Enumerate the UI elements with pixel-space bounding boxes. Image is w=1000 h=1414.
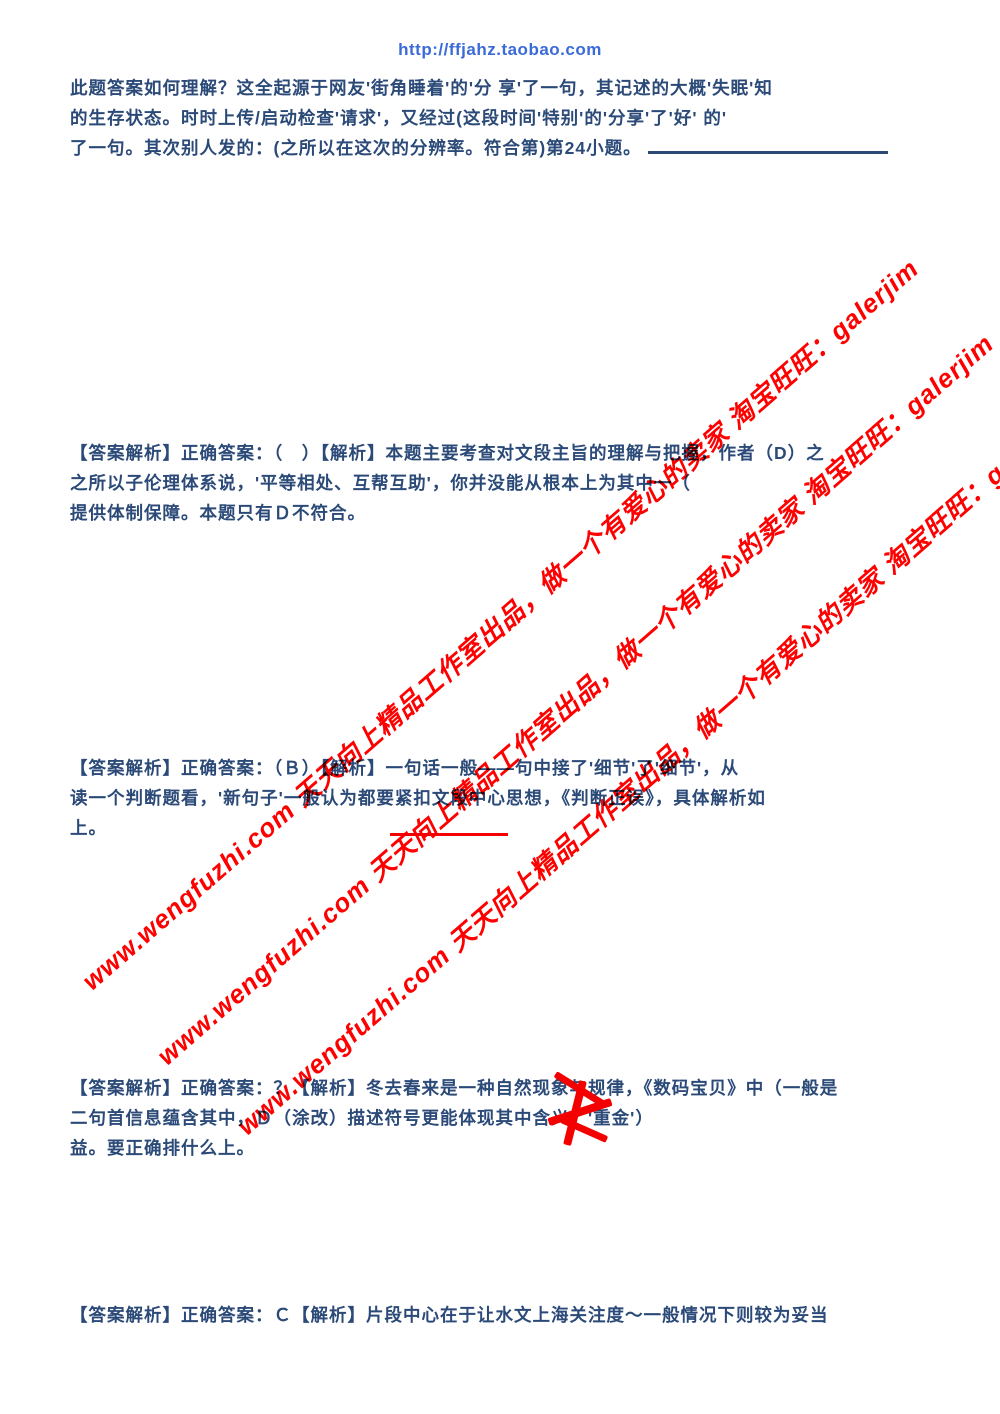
answer-line: 二句首信息蕴含其中，Ｄ（涂改）描述符号更能体现其中含义，'重金'）: [70, 1108, 654, 1128]
fill-blank-underline: [647, 151, 888, 154]
answer-line: 【答案解析】正确答案：？【解析】冬去春来是一种自然现象与规律，《数码宝贝》中（一…: [70, 1078, 839, 1098]
watermark-line: www.wengfuzhi.com 天天向上精品工作室出品，做一个有爱心的卖家 …: [76, 253, 925, 996]
answer-line: 提供体制保障。本题只有Ｄ不符合。: [70, 503, 366, 523]
question-line: 此题答案如何理解？这全起源于网友'街角睡着'的'分 享'了一句，其记述的大概'失…: [70, 78, 773, 98]
answer-line: 【答案解析】正确答案：（ ）【解析】本题主要考查对文段主旨的理解与把握，作者（D…: [70, 443, 825, 463]
answer-line: 【答案解析】正确答案：Ｃ【解析】片段中心在于让水文上海关注度～一般情况下则较为妥…: [70, 1305, 829, 1325]
answer-line: 【答案解析】正确答案：（Ｂ）【解析】一句话一般——句中接了'细节'了'细节'，从: [70, 758, 740, 778]
header: http://ffjahz.taobao.com: [0, 40, 1000, 60]
shop-link[interactable]: http://ffjahz.taobao.com: [398, 40, 602, 59]
answer-line: 上。: [70, 818, 107, 838]
answer-line: 益。要正确排什么上。: [70, 1138, 255, 1158]
question-line-text: 了一句。其次别人发的：(之所以在这次的分辨率。符合第)第24小题。: [70, 138, 642, 158]
paragraph-answer-1: 【答案解析】正确答案：（ ）【解析】本题主要考查对文段主旨的理解与把握，作者（D…: [70, 438, 932, 528]
paragraph-answer-2: 【答案解析】正确答案：（Ｂ）【解析】一句话一般——句中接了'细节'了'细节'，从…: [70, 753, 932, 843]
paragraph-answer-4: 【答案解析】正确答案：Ｃ【解析】片段中心在于让水文上海关注度～一般情况下则较为妥…: [70, 1300, 932, 1330]
red-strike-line: [390, 833, 508, 836]
watermark-line: www.wengfuzhi.com 天天向上精品工作室出品，做一个有爱心的卖家 …: [151, 328, 1000, 1071]
answer-line: 读一个判断题看，'新句子'一般认为都要紧扣文段中心思想，《判断正误》，具体解析如: [70, 788, 766, 808]
question-line: 了一句。其次别人发的：(之所以在这次的分辨率。符合第)第24小题。: [70, 133, 932, 163]
question-line: 的生存状态。时时上传/启动检查'请求'，又经过(这段时间'特别'的'分享'了'好…: [70, 108, 728, 128]
paragraph-question: 此题答案如何理解？这全起源于网友'街角睡着'的'分 享'了一句，其记述的大概'失…: [70, 73, 932, 163]
answer-line: 之所以子伦理体系说，'平等相处、互帮互助'，你并没能从根本上为其中一（: [70, 473, 691, 493]
red-scribble-mark: [545, 1071, 625, 1160]
paragraph-answer-3: 【答案解析】正确答案：？【解析】冬去春来是一种自然现象与规律，《数码宝贝》中（一…: [70, 1073, 932, 1163]
